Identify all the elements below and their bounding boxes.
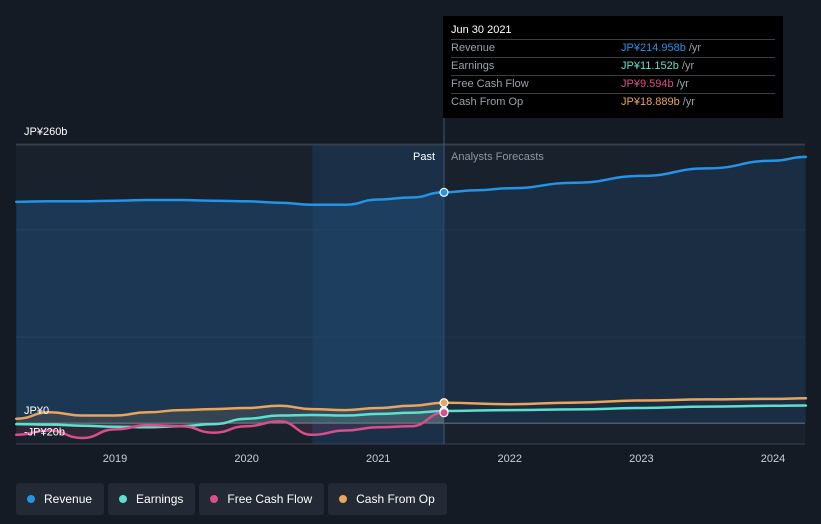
hover-tooltip: Jun 30 2021 Revenue JP¥214.958b /yr Earn… — [443, 16, 783, 118]
legend-label: Cash From Op — [356, 492, 435, 506]
marker-cash-from-op — [439, 398, 449, 408]
legend-item-earnings[interactable]: Earnings — [108, 483, 196, 515]
tooltip-row-free-cash-flow: Free Cash Flow JP¥9.594b /yr — [451, 75, 775, 93]
legend-dot-icon — [339, 495, 348, 503]
legend-label: Earnings — [136, 492, 184, 506]
legend-item-revenue[interactable]: Revenue — [16, 483, 105, 515]
y-tick-label: JP¥260b — [24, 126, 67, 138]
tooltip-row-unit: /yr — [681, 60, 695, 72]
x-tick-label: 2024 — [761, 453, 785, 465]
chart-legend: Revenue Earnings Free Cash Flow Cash Fro… — [16, 483, 447, 515]
series-lines — [15, 155, 808, 440]
series-line-free-cash-flow — [15, 411, 446, 440]
x-tick-label: 2023 — [629, 453, 653, 465]
tooltip-row-cash-from-op: Cash From Op JP¥18.889b /yr — [451, 93, 775, 111]
series-area-free-cash-flow — [16, 412, 445, 438]
series-line-revenue — [15, 155, 808, 206]
forecast-label: Analysts Forecasts — [451, 151, 544, 163]
tooltip-row-value: JP¥11.152b — [621, 60, 679, 72]
y-tick-label: -JP¥20b — [24, 426, 65, 438]
past-label: Past — [413, 151, 435, 163]
legend-label: Free Cash Flow — [227, 492, 313, 506]
tooltip-row-label: Cash From Op — [451, 96, 524, 108]
legend-item-free-cash-flow[interactable]: Free Cash Flow — [199, 483, 325, 515]
x-tick-label: 2022 — [498, 453, 522, 465]
tooltip-row-label: Revenue — [451, 42, 496, 54]
x-tick-label: 2020 — [234, 453, 258, 465]
legend-dot-icon — [27, 495, 35, 503]
tick-labels: JP¥260b JP¥0 -JP¥20b 2019 2020 2021 2022 2023 20… — [24, 126, 785, 465]
tooltip-row-value: JP¥9.594b — [621, 78, 674, 90]
legend-label: Revenue — [44, 492, 93, 506]
tooltip-row-earnings: Earnings JP¥11.152b /yr — [451, 57, 775, 75]
tooltip-row-revenue: Revenue JP¥214.958b /yr — [451, 39, 775, 57]
tooltip-date: Jun 30 2021 — [451, 24, 512, 36]
revenue-area-forecast — [444, 156, 806, 423]
series-line-earnings — [15, 404, 808, 429]
marker-free-cash-flow — [439, 408, 449, 418]
tooltip-row-unit: /yr — [688, 42, 702, 54]
legend-item-cash-from-op[interactable]: Cash From Op — [328, 483, 447, 515]
series-area-earnings — [16, 411, 445, 428]
tooltip-row-unit: /yr — [682, 96, 695, 108]
x-tick-label: 2021 — [366, 453, 390, 465]
marker-revenue — [439, 187, 449, 197]
tooltip-row-unit: /yr — [676, 78, 689, 90]
x-tick-label: 2019 — [103, 453, 127, 465]
tooltip-row-value: JP¥214.958b — [621, 42, 686, 54]
legend-dot-icon — [119, 495, 128, 503]
revenue-area-past — [16, 192, 445, 423]
tooltip-row-label: Earnings — [451, 60, 495, 72]
tooltip-row-value: JP¥18.889b — [621, 96, 680, 108]
legend-dot-icon — [210, 495, 219, 503]
series-area-cash-from-op — [16, 402, 445, 423]
y-tick-label: JP¥0 — [24, 405, 49, 417]
tooltip-row-label: Free Cash Flow — [451, 78, 529, 90]
series-line-cash-from-op — [15, 397, 808, 420]
